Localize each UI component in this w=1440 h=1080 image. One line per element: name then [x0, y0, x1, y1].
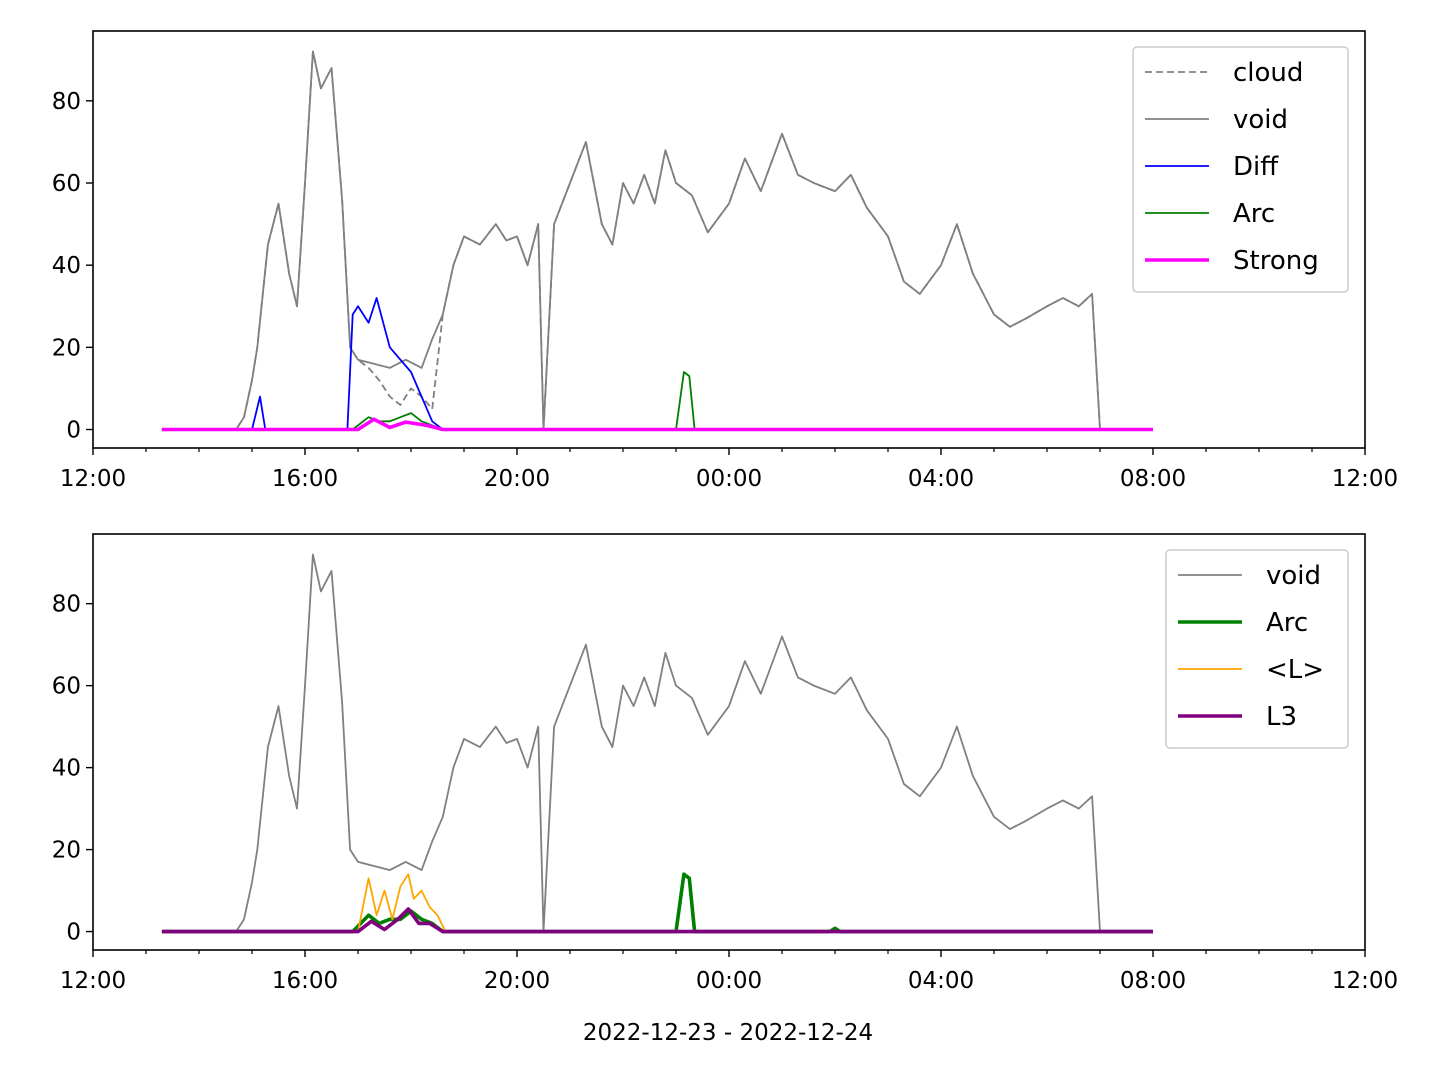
y-tick-label: 80: [52, 592, 81, 618]
x-tick-label: 12:00: [1332, 466, 1398, 492]
series-line-l3: [161, 907, 1153, 934]
y-tick-label: 60: [52, 171, 81, 197]
x-axis-label: 2022-12-23 - 2022-12-24: [583, 1020, 873, 1046]
y-tick-label: 0: [66, 418, 81, 444]
legend-box: [1132, 46, 1349, 293]
y-tick-label: 60: [52, 674, 81, 700]
x-tick-label: 08:00: [1120, 968, 1186, 994]
legend-label-strong: Strong: [1233, 246, 1319, 276]
x-tick-label: 04:00: [908, 466, 974, 492]
y-tick-label: 80: [52, 89, 81, 115]
legend-label-arc: Arc: [1233, 199, 1275, 229]
legend-label-lavg: <L>: [1266, 655, 1324, 685]
x-tick-label: 16:00: [272, 968, 338, 994]
legend-label-diff: Diff: [1233, 152, 1279, 182]
legend-label-void: void: [1233, 105, 1288, 135]
legend: cloud void Diff Arc Strong: [1132, 46, 1349, 293]
bottom-panel: 0 20 40 60 80 12:00 16:00 20:00 00:00 04:00 08:00 1…: [52, 533, 1398, 994]
legend-label-arc: Arc: [1266, 608, 1308, 638]
series-line-void: [161, 553, 1153, 933]
y-tick-label: 40: [52, 253, 81, 279]
legend-label-void: void: [1266, 561, 1321, 591]
y-tick-label: 20: [52, 335, 81, 361]
x-tick-label: 00:00: [696, 466, 762, 492]
x-tick-label: 00:00: [696, 968, 762, 994]
top-panel: 0 20 40 60 80 12:00 16:00 20:00 00:00 04:00 08:00 1…: [52, 30, 1398, 492]
x-tick-label: 08:00: [1120, 466, 1186, 492]
x-tick-label: 12:00: [60, 466, 126, 492]
series-line-lavg: [161, 873, 1153, 933]
series-line-void: [161, 50, 1153, 431]
x-tick-label: 20:00: [484, 968, 550, 994]
y-tick-label: 20: [52, 838, 81, 864]
series-line-diff: [161, 297, 1153, 431]
legend: void Arc <L> L3: [1165, 549, 1349, 749]
legend-box: [1165, 549, 1349, 749]
y-tick-label: 0: [66, 920, 81, 946]
legend-label-cloud: cloud: [1233, 58, 1303, 88]
x-tick-label: 04:00: [908, 968, 974, 994]
x-tick-label: 12:00: [60, 968, 126, 994]
series-line-strong: [161, 417, 1153, 432]
x-tick-label: 16:00: [272, 466, 338, 492]
legend-label-l3: L3: [1266, 702, 1297, 732]
x-tick-label: 20:00: [484, 466, 550, 492]
y-tick-label: 40: [52, 756, 81, 782]
x-tick-label: 12:00: [1332, 968, 1398, 994]
